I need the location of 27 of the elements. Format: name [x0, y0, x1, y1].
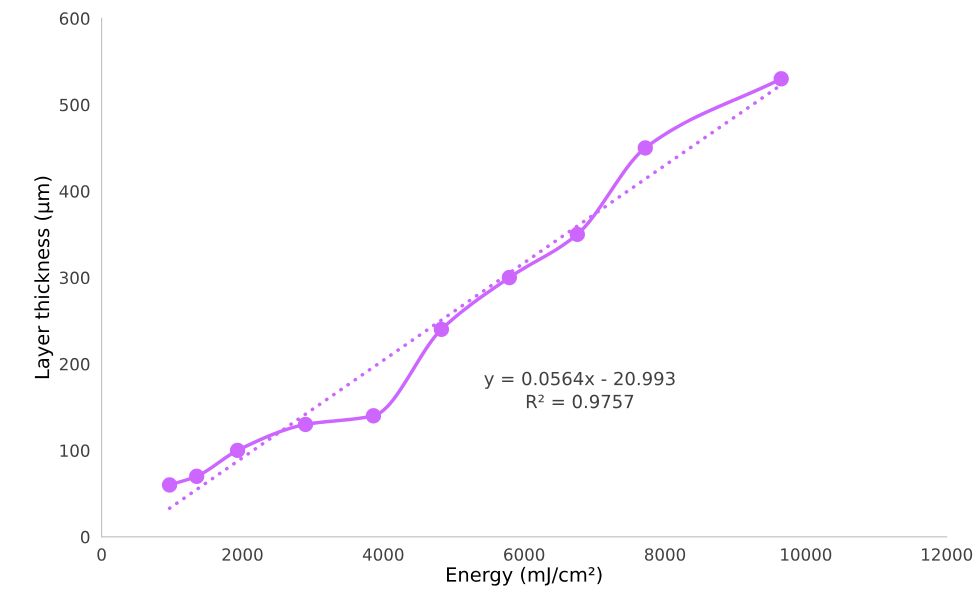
y-tick-label: 600: [60, 12, 90, 25]
y-tick-label: 200: [60, 358, 90, 371]
x-tick-label: 10000: [781, 548, 832, 561]
point: [298, 416, 314, 432]
y-axis-title: Layer thickness (µm): [34, 176, 54, 378]
point: [434, 322, 450, 338]
y-tick-label: 0: [80, 530, 90, 544]
x-tick-label: 8000: [644, 548, 686, 561]
y-tick-label: 500: [60, 98, 90, 112]
x-tick-label: 2000: [222, 548, 263, 561]
point: [230, 442, 246, 458]
annotation: y = 0.0564x - 20.993 R² = 0.9757: [484, 372, 675, 408]
x-tick-label: 12000: [922, 548, 972, 561]
x-tick-label: 6000: [504, 548, 544, 561]
y-tick-label: 100: [60, 444, 90, 457]
point: [502, 270, 518, 286]
x-tick-label: 4000: [362, 548, 404, 561]
point: [774, 71, 789, 86]
y-tick-label: 300: [60, 272, 90, 284]
point: [638, 140, 653, 156]
point: [366, 408, 382, 424]
y-tick-label: 400: [60, 185, 90, 198]
x-axis-title: Energy (mJ/cm²): [447, 566, 602, 586]
x-tick-label: 0: [97, 548, 106, 561]
point: [570, 226, 585, 242]
point: [162, 477, 178, 493]
point: [189, 468, 204, 484]
